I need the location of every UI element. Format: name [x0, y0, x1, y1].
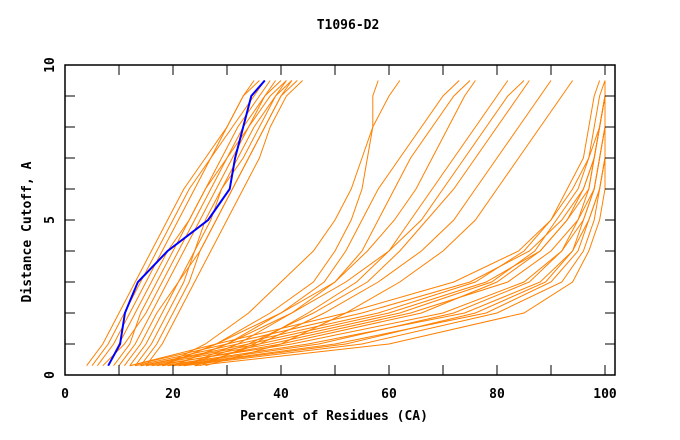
model-curve — [134, 80, 287, 366]
model-curve — [205, 80, 574, 367]
model-curve — [96, 80, 255, 366]
model-curve — [183, 80, 530, 367]
y-tick-label: 5 — [43, 216, 58, 224]
model-curve — [91, 80, 266, 366]
model-curve — [129, 80, 601, 367]
model-curve — [172, 80, 525, 367]
x-tick-label: 60 — [381, 387, 397, 402]
highlight-curve — [107, 79, 266, 367]
x-axis-label: Percent of Residues (CA) — [240, 409, 428, 424]
model-curve — [199, 80, 509, 367]
model-curve — [162, 80, 476, 367]
model-curve — [118, 80, 287, 366]
model-curve — [167, 80, 606, 367]
x-tick-label: 0 — [61, 387, 69, 402]
model-curve — [102, 80, 282, 367]
x-tick-label: 20 — [165, 387, 181, 402]
model-curve — [162, 80, 379, 367]
y-axis-label: Distance Cutoff, A — [20, 161, 35, 302]
x-tick-label: 100 — [593, 387, 617, 402]
chart-title: T1096-D2 — [317, 18, 380, 33]
model-curve — [123, 80, 298, 366]
x-tick-label: 80 — [489, 387, 505, 402]
series-layer — [86, 79, 606, 367]
model-curve — [86, 80, 260, 366]
y-tick-label: 0 — [43, 371, 58, 379]
model-curve — [156, 80, 606, 367]
y-tick-label: 10 — [43, 57, 58, 73]
model-curve — [129, 80, 293, 366]
model-curve — [145, 80, 303, 366]
model-curve — [183, 80, 471, 367]
model-curve — [113, 80, 277, 366]
model-curve — [172, 80, 606, 367]
model-curve — [178, 80, 606, 367]
model-curve — [172, 80, 460, 367]
axis-ticks — [64, 64, 615, 376]
x-tick-label: 40 — [273, 387, 289, 402]
model-curve — [161, 80, 401, 367]
model-curve — [140, 80, 293, 366]
